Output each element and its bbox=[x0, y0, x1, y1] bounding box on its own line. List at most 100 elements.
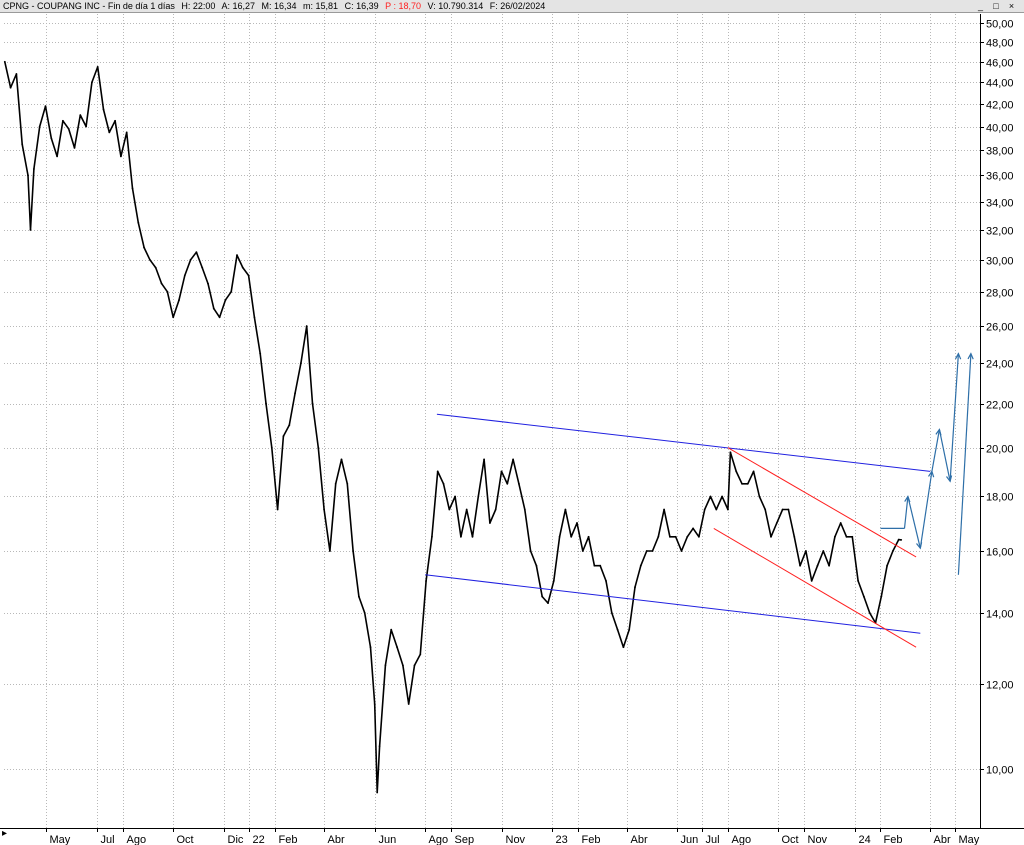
price-point bbox=[108, 131, 111, 134]
price-point bbox=[96, 66, 99, 68]
red-channel-line bbox=[727, 447, 917, 558]
price-point bbox=[483, 458, 485, 461]
price-point bbox=[576, 522, 578, 524]
price-point bbox=[460, 535, 462, 538]
price-point bbox=[564, 508, 567, 511]
price-point bbox=[305, 325, 308, 327]
price-point bbox=[160, 282, 163, 285]
price-point bbox=[593, 564, 596, 567]
price-point bbox=[857, 580, 859, 582]
price-point bbox=[288, 424, 291, 426]
price-point bbox=[892, 550, 894, 552]
price-point bbox=[581, 550, 584, 552]
price-point bbox=[558, 535, 561, 538]
price-point bbox=[715, 508, 718, 511]
price-point bbox=[863, 595, 865, 598]
price-point bbox=[346, 482, 349, 485]
price-point bbox=[639, 564, 642, 567]
price-point bbox=[85, 125, 87, 128]
x-tick-label: Jul bbox=[101, 834, 115, 845]
price-point bbox=[270, 446, 273, 449]
x-tick-label: 24 bbox=[859, 834, 871, 845]
price-point bbox=[518, 482, 520, 485]
close-label: C: 16,39 bbox=[344, 1, 379, 11]
price-point bbox=[454, 495, 456, 498]
x-tick-label: Ago bbox=[429, 834, 449, 845]
maximize-button[interactable]: □ bbox=[993, 1, 999, 11]
price-point bbox=[311, 402, 314, 405]
price-point bbox=[407, 703, 410, 705]
price-point bbox=[770, 535, 772, 538]
price-point bbox=[746, 482, 749, 485]
y-tick-label: 10,00 bbox=[986, 765, 1014, 777]
scroll-marker-icon[interactable]: ▸ bbox=[2, 828, 8, 839]
price-point bbox=[3, 60, 6, 63]
price-point bbox=[663, 508, 665, 511]
price-point bbox=[547, 602, 549, 604]
price-point bbox=[431, 535, 433, 538]
axes: 50,00 48,00 46,00 44,00 42,00 40,00 38,00 36,00… bbox=[0, 14, 1024, 845]
price-point bbox=[236, 254, 238, 257]
price-point bbox=[178, 299, 180, 301]
date-label: F: 26/02/2024 bbox=[489, 1, 546, 11]
projection-arrowhead bbox=[967, 352, 974, 360]
price-point bbox=[610, 612, 613, 614]
price-point bbox=[207, 282, 209, 285]
price-point bbox=[352, 550, 354, 552]
price-point bbox=[334, 482, 337, 485]
projection-segment bbox=[949, 353, 959, 482]
x-tick-label: Abr bbox=[328, 834, 345, 845]
price-point bbox=[512, 458, 514, 461]
price-point bbox=[758, 495, 761, 498]
blue-channel-line bbox=[436, 413, 931, 472]
price-point bbox=[616, 628, 619, 631]
price-point bbox=[44, 105, 47, 108]
price-point bbox=[787, 508, 790, 511]
price-point bbox=[247, 274, 250, 277]
price-point bbox=[79, 114, 82, 116]
price-point bbox=[703, 508, 706, 511]
y-tick-label: 22,00 bbox=[986, 400, 1014, 412]
price-point bbox=[9, 86, 12, 89]
max-label: M: 16,34 bbox=[261, 1, 297, 11]
price-point bbox=[396, 646, 398, 649]
price-point bbox=[599, 564, 602, 567]
chart-title: CPNG - COUPANG INC - Fin de día 1 días bbox=[3, 1, 175, 11]
price-point bbox=[143, 246, 146, 249]
y-tick-label: 48,00 bbox=[986, 38, 1014, 50]
close-button[interactable]: × bbox=[1008, 1, 1015, 11]
price-point bbox=[868, 612, 871, 614]
price-point bbox=[628, 628, 631, 631]
price-point bbox=[886, 564, 888, 567]
price-point bbox=[340, 458, 343, 461]
price-point bbox=[845, 535, 848, 538]
y-tick-label: 20,00 bbox=[986, 444, 1014, 456]
window-controls: _ □ × bbox=[976, 0, 1020, 12]
price-point bbox=[839, 522, 842, 524]
price-point bbox=[816, 564, 819, 567]
y-tick-label: 32,00 bbox=[986, 226, 1014, 238]
price-point bbox=[587, 535, 590, 538]
price-point bbox=[529, 550, 532, 552]
price-point bbox=[698, 535, 700, 538]
minimize-button[interactable]: _ bbox=[977, 1, 983, 11]
y-tick-label: 46,00 bbox=[986, 58, 1014, 70]
price-point bbox=[201, 266, 204, 269]
price-point bbox=[775, 522, 778, 524]
price-point bbox=[822, 550, 825, 552]
x-tick-label: Nov bbox=[506, 834, 526, 845]
price-point bbox=[729, 451, 732, 454]
volume-label: V: 10.790.314 bbox=[427, 1, 484, 11]
price-point bbox=[413, 664, 416, 667]
x-tick-label: Abr bbox=[631, 834, 648, 845]
y-tick-label: 44,00 bbox=[986, 78, 1014, 90]
price-point bbox=[402, 664, 404, 667]
price-point bbox=[102, 108, 105, 111]
price-point bbox=[131, 187, 134, 190]
price-point bbox=[506, 482, 509, 485]
price-point bbox=[741, 482, 743, 485]
price-point bbox=[265, 402, 267, 405]
price-point bbox=[373, 703, 376, 705]
